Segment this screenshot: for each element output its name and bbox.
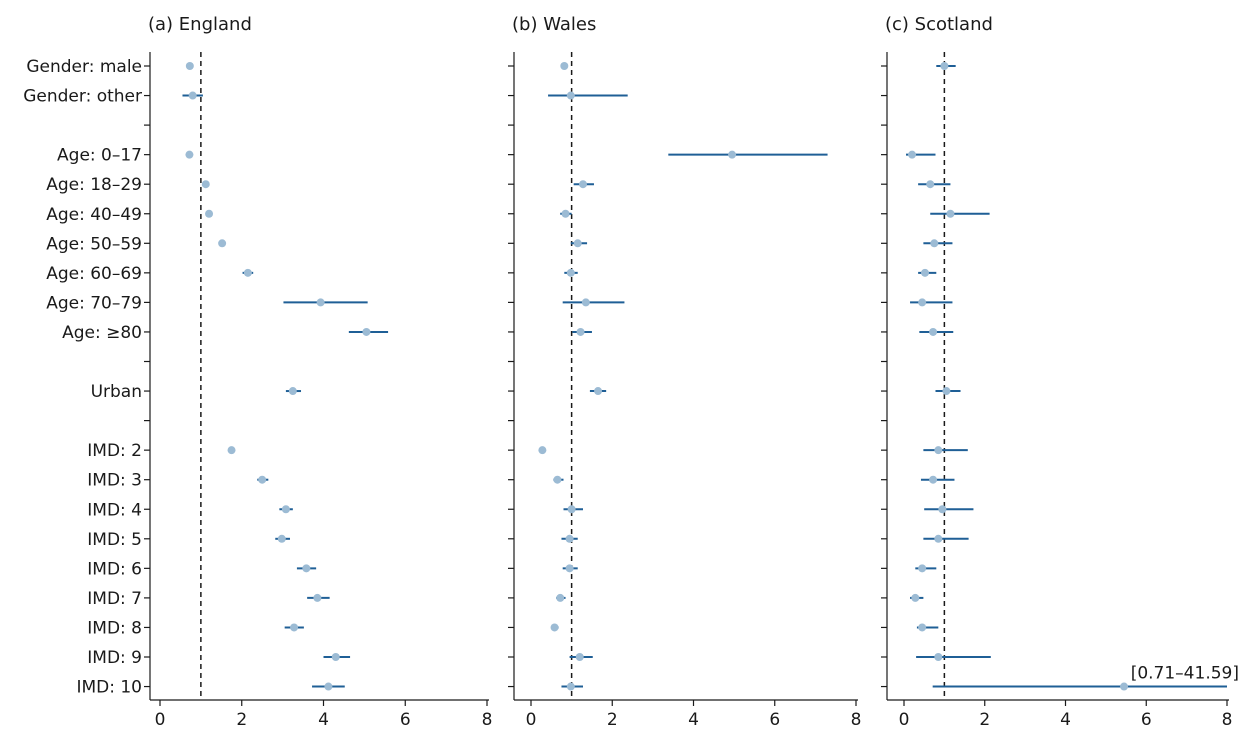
estimate-point bbox=[934, 653, 943, 661]
x-tick-label: 6 bbox=[769, 710, 780, 730]
estimate-point bbox=[911, 593, 920, 602]
estimate-point bbox=[929, 475, 938, 484]
estimate-point bbox=[538, 446, 547, 455]
row-label: Gender: male bbox=[26, 57, 142, 77]
estimate-point bbox=[243, 268, 252, 277]
estimate-point bbox=[918, 564, 927, 573]
estimate-point bbox=[227, 446, 236, 455]
estimate-point bbox=[946, 209, 955, 218]
row-label: Age: 60–69 bbox=[46, 264, 142, 284]
estimate-point bbox=[566, 91, 575, 100]
row-label: IMD: 6 bbox=[87, 559, 142, 579]
estimate-point bbox=[561, 209, 570, 218]
estimate-point bbox=[576, 327, 585, 336]
estimate-point bbox=[908, 150, 917, 159]
row-label: Age: 18–29 bbox=[46, 175, 142, 195]
x-tick-label: 6 bbox=[1141, 710, 1152, 730]
x-tick-label: 8 bbox=[851, 710, 862, 730]
row-label: Age: 70–79 bbox=[46, 293, 142, 313]
estimate-point bbox=[934, 534, 943, 543]
estimate-point bbox=[942, 387, 951, 396]
estimate-point bbox=[930, 239, 939, 248]
estimate-point bbox=[926, 180, 935, 189]
estimate-point bbox=[579, 180, 587, 189]
estimate-point bbox=[281, 505, 290, 514]
estimate-point bbox=[188, 91, 197, 100]
row-label: Age: ≥80 bbox=[62, 323, 142, 343]
estimate-point bbox=[302, 564, 311, 573]
estimate-point bbox=[1120, 682, 1129, 691]
row-label: IMD: 7 bbox=[87, 589, 142, 609]
estimate-point bbox=[918, 298, 927, 307]
estimate-point bbox=[938, 505, 947, 514]
x-tick-label: 8 bbox=[1222, 710, 1233, 730]
estimate-point bbox=[185, 62, 194, 70]
x-tick-label: 4 bbox=[318, 710, 329, 730]
estimate-point bbox=[324, 682, 333, 691]
estimate-point bbox=[573, 239, 582, 248]
estimate-point bbox=[920, 268, 929, 277]
x-tick-label: 2 bbox=[979, 710, 990, 730]
estimate-point bbox=[290, 623, 299, 632]
row-label: IMD: 5 bbox=[87, 530, 142, 550]
estimate-point bbox=[205, 209, 214, 218]
ci-annotation: [0.71–41.59] bbox=[1131, 664, 1239, 684]
estimate-point bbox=[565, 564, 574, 573]
x-tick-label: 2 bbox=[607, 710, 618, 730]
estimate-point bbox=[277, 534, 286, 543]
row-label: IMD: 10 bbox=[76, 678, 142, 698]
panel-title: (c) Scotland bbox=[885, 14, 993, 35]
estimate-point bbox=[575, 653, 584, 661]
estimate-point bbox=[313, 593, 322, 602]
row-label: Age: 40–49 bbox=[46, 205, 142, 225]
estimate-point bbox=[918, 623, 927, 632]
row-label: IMD: 3 bbox=[87, 471, 142, 491]
estimate-point bbox=[934, 446, 943, 455]
row-label: Age: 0–17 bbox=[57, 146, 142, 166]
estimate-point bbox=[288, 387, 297, 396]
x-tick-label: 4 bbox=[688, 710, 699, 730]
x-tick-label: 4 bbox=[1060, 710, 1071, 730]
row-label: IMD: 2 bbox=[87, 441, 142, 461]
estimate-point bbox=[556, 593, 565, 602]
estimate-point bbox=[567, 505, 576, 514]
estimate-point bbox=[581, 298, 590, 307]
row-label: IMD: 9 bbox=[87, 648, 142, 668]
estimate-point bbox=[566, 268, 575, 277]
estimate-point bbox=[550, 623, 559, 632]
estimate-point bbox=[331, 653, 340, 661]
estimate-point bbox=[566, 682, 575, 691]
row-label: Urban bbox=[91, 382, 142, 402]
estimate-point bbox=[316, 298, 325, 307]
estimate-point bbox=[940, 62, 949, 70]
panel-1: (a) England 0 2 4 6 8 bbox=[144, 14, 492, 730]
panel-title: (a) England bbox=[148, 14, 252, 35]
row-label: Gender: other bbox=[23, 87, 142, 107]
panel-title: (b) Wales bbox=[512, 14, 596, 35]
row-label: IMD: 4 bbox=[87, 500, 142, 520]
x-tick-label: 0 bbox=[526, 710, 537, 730]
panel-2: (b) Wales 0 2 4 6 8 bbox=[508, 14, 861, 730]
panel-3: (c) Scotland 0 2 4 6 8 [0.71–41.59] bbox=[881, 14, 1239, 730]
x-tick-label: 6 bbox=[400, 710, 411, 730]
x-tick-label: 8 bbox=[482, 710, 493, 730]
row-label: IMD: 8 bbox=[87, 618, 142, 638]
x-tick-label: 2 bbox=[236, 710, 247, 730]
estimate-point bbox=[929, 327, 938, 336]
x-tick-label: 0 bbox=[155, 710, 166, 730]
estimate-point bbox=[560, 62, 569, 70]
estimate-point bbox=[218, 239, 227, 248]
x-tick-label: 0 bbox=[899, 710, 910, 730]
estimate-point bbox=[594, 387, 603, 396]
row-label: Age: 50–59 bbox=[46, 234, 142, 254]
estimate-point bbox=[553, 475, 562, 484]
estimate-point bbox=[258, 475, 267, 484]
estimate-point bbox=[565, 534, 574, 543]
estimate-point bbox=[728, 150, 737, 159]
estimate-point bbox=[362, 327, 371, 336]
estimate-point bbox=[185, 150, 194, 159]
estimate-point bbox=[201, 180, 210, 189]
